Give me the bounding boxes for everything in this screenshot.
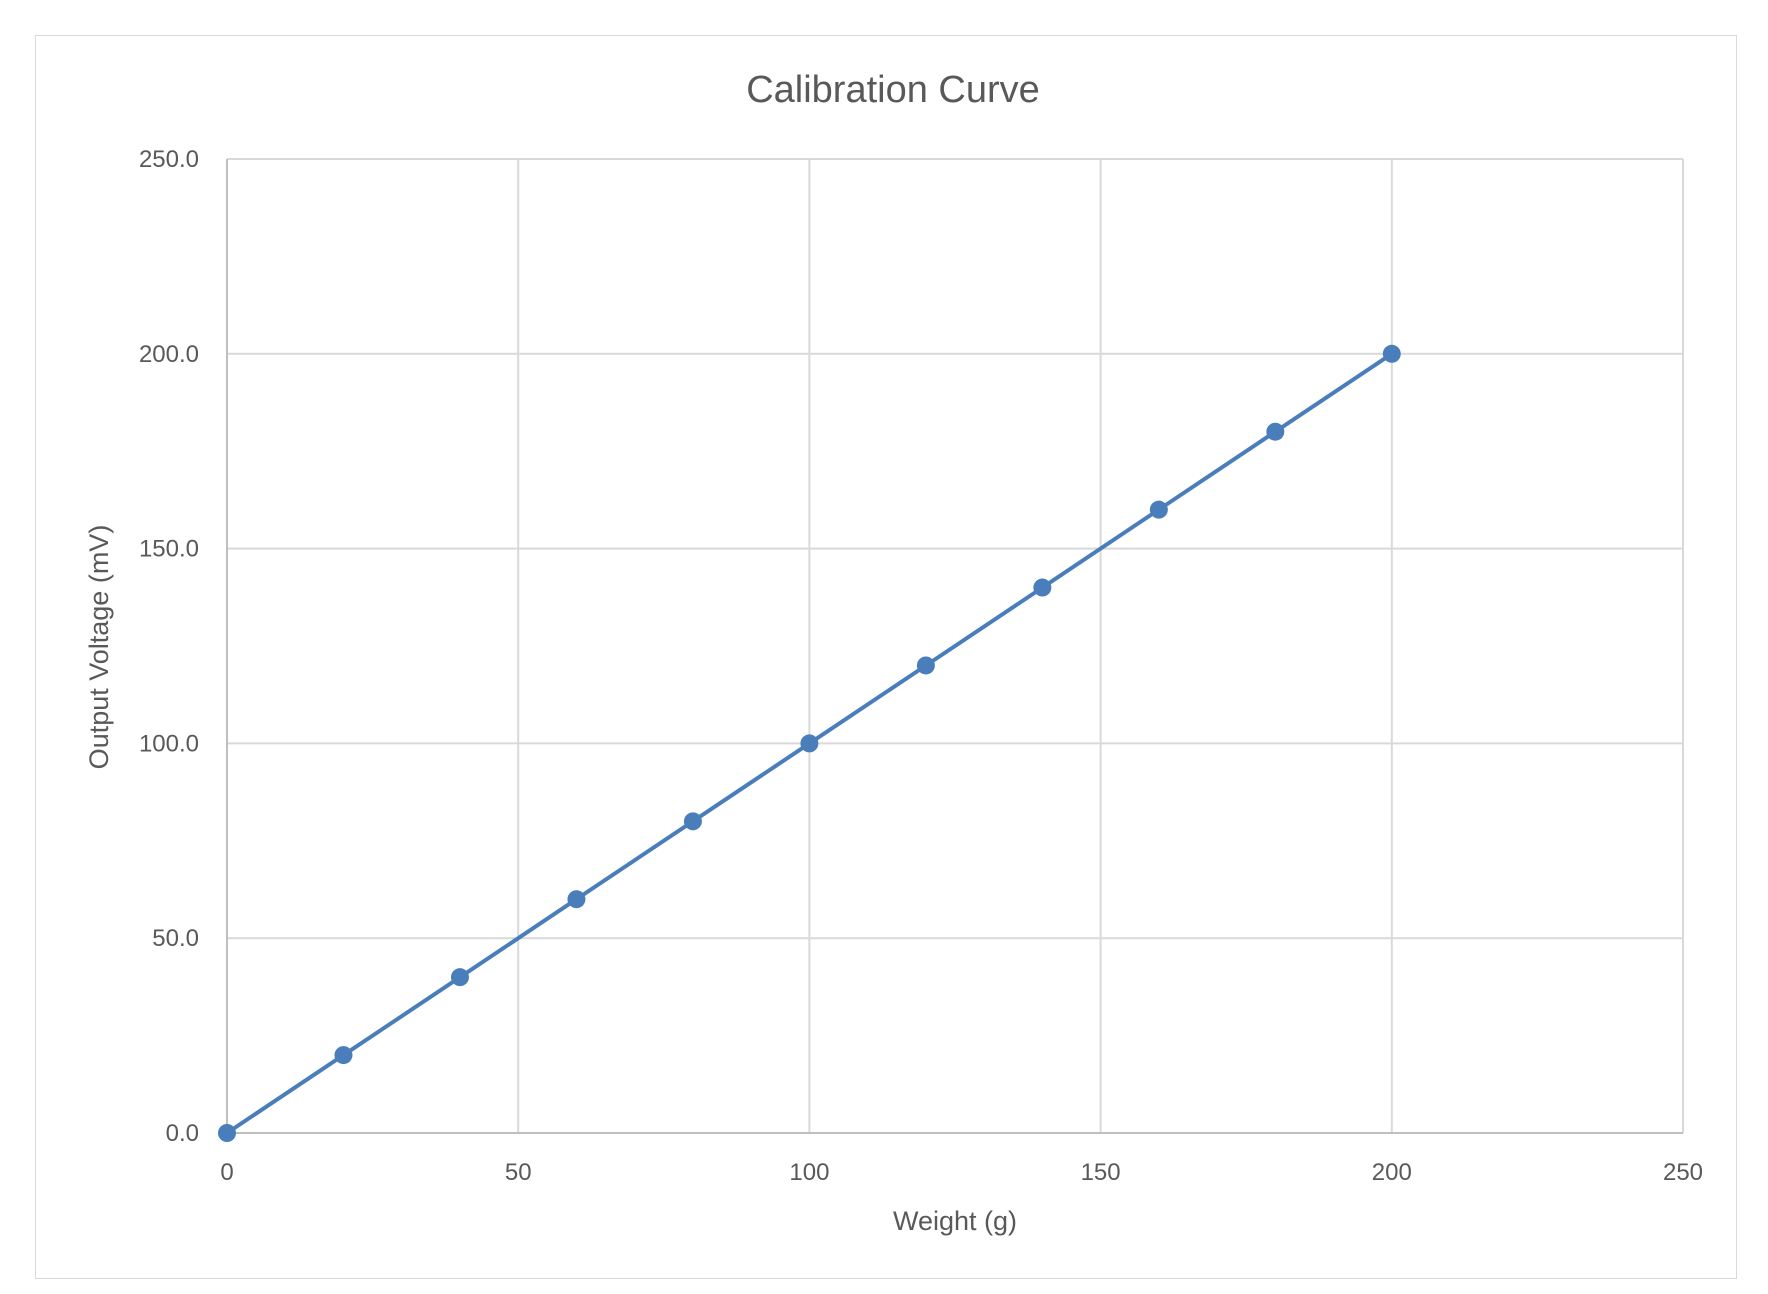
y-tick-label: 0.0 (166, 1120, 199, 1147)
x-tick-label: 50 (505, 1159, 532, 1186)
data-point (800, 734, 819, 753)
x-tick-label: 200 (1372, 1159, 1412, 1186)
x-tick-labels: 0 50 100 150 200 250 (220, 1159, 1703, 1186)
y-axis-title: Output Voltage (mV) (84, 525, 114, 770)
data-point (683, 812, 702, 831)
y-tick-label: 150.0 (139, 536, 199, 563)
data-point (916, 656, 935, 675)
x-tick-label: 0 (220, 1159, 233, 1186)
plot-series (218, 344, 1401, 1142)
data-point (334, 1046, 353, 1065)
axes (226, 159, 1683, 1134)
data-point (1033, 578, 1052, 597)
y-tick-labels: 0.0 50.0 100.0 150.0 200.0 250.0 (139, 146, 199, 1147)
x-tick-label: 100 (789, 1159, 829, 1186)
data-point (1149, 500, 1168, 519)
data-point (1266, 422, 1285, 441)
y-tick-label: 100.0 (139, 730, 199, 757)
y-tick-label: 50.0 (152, 925, 199, 952)
y-tick-label: 200.0 (139, 341, 199, 368)
x-tick-label: 150 (1081, 1159, 1121, 1186)
chart-title: Calibration Curve (746, 69, 1040, 111)
x-axis-title: Weight (g) (893, 1206, 1017, 1236)
data-point (450, 968, 469, 987)
x-tick-label: 250 (1663, 1159, 1703, 1186)
data-point (218, 1124, 236, 1142)
data-point (1382, 344, 1401, 363)
data-point (567, 890, 586, 909)
gridlines (227, 158, 1684, 1133)
y-tick-label: 250.0 (139, 146, 199, 173)
